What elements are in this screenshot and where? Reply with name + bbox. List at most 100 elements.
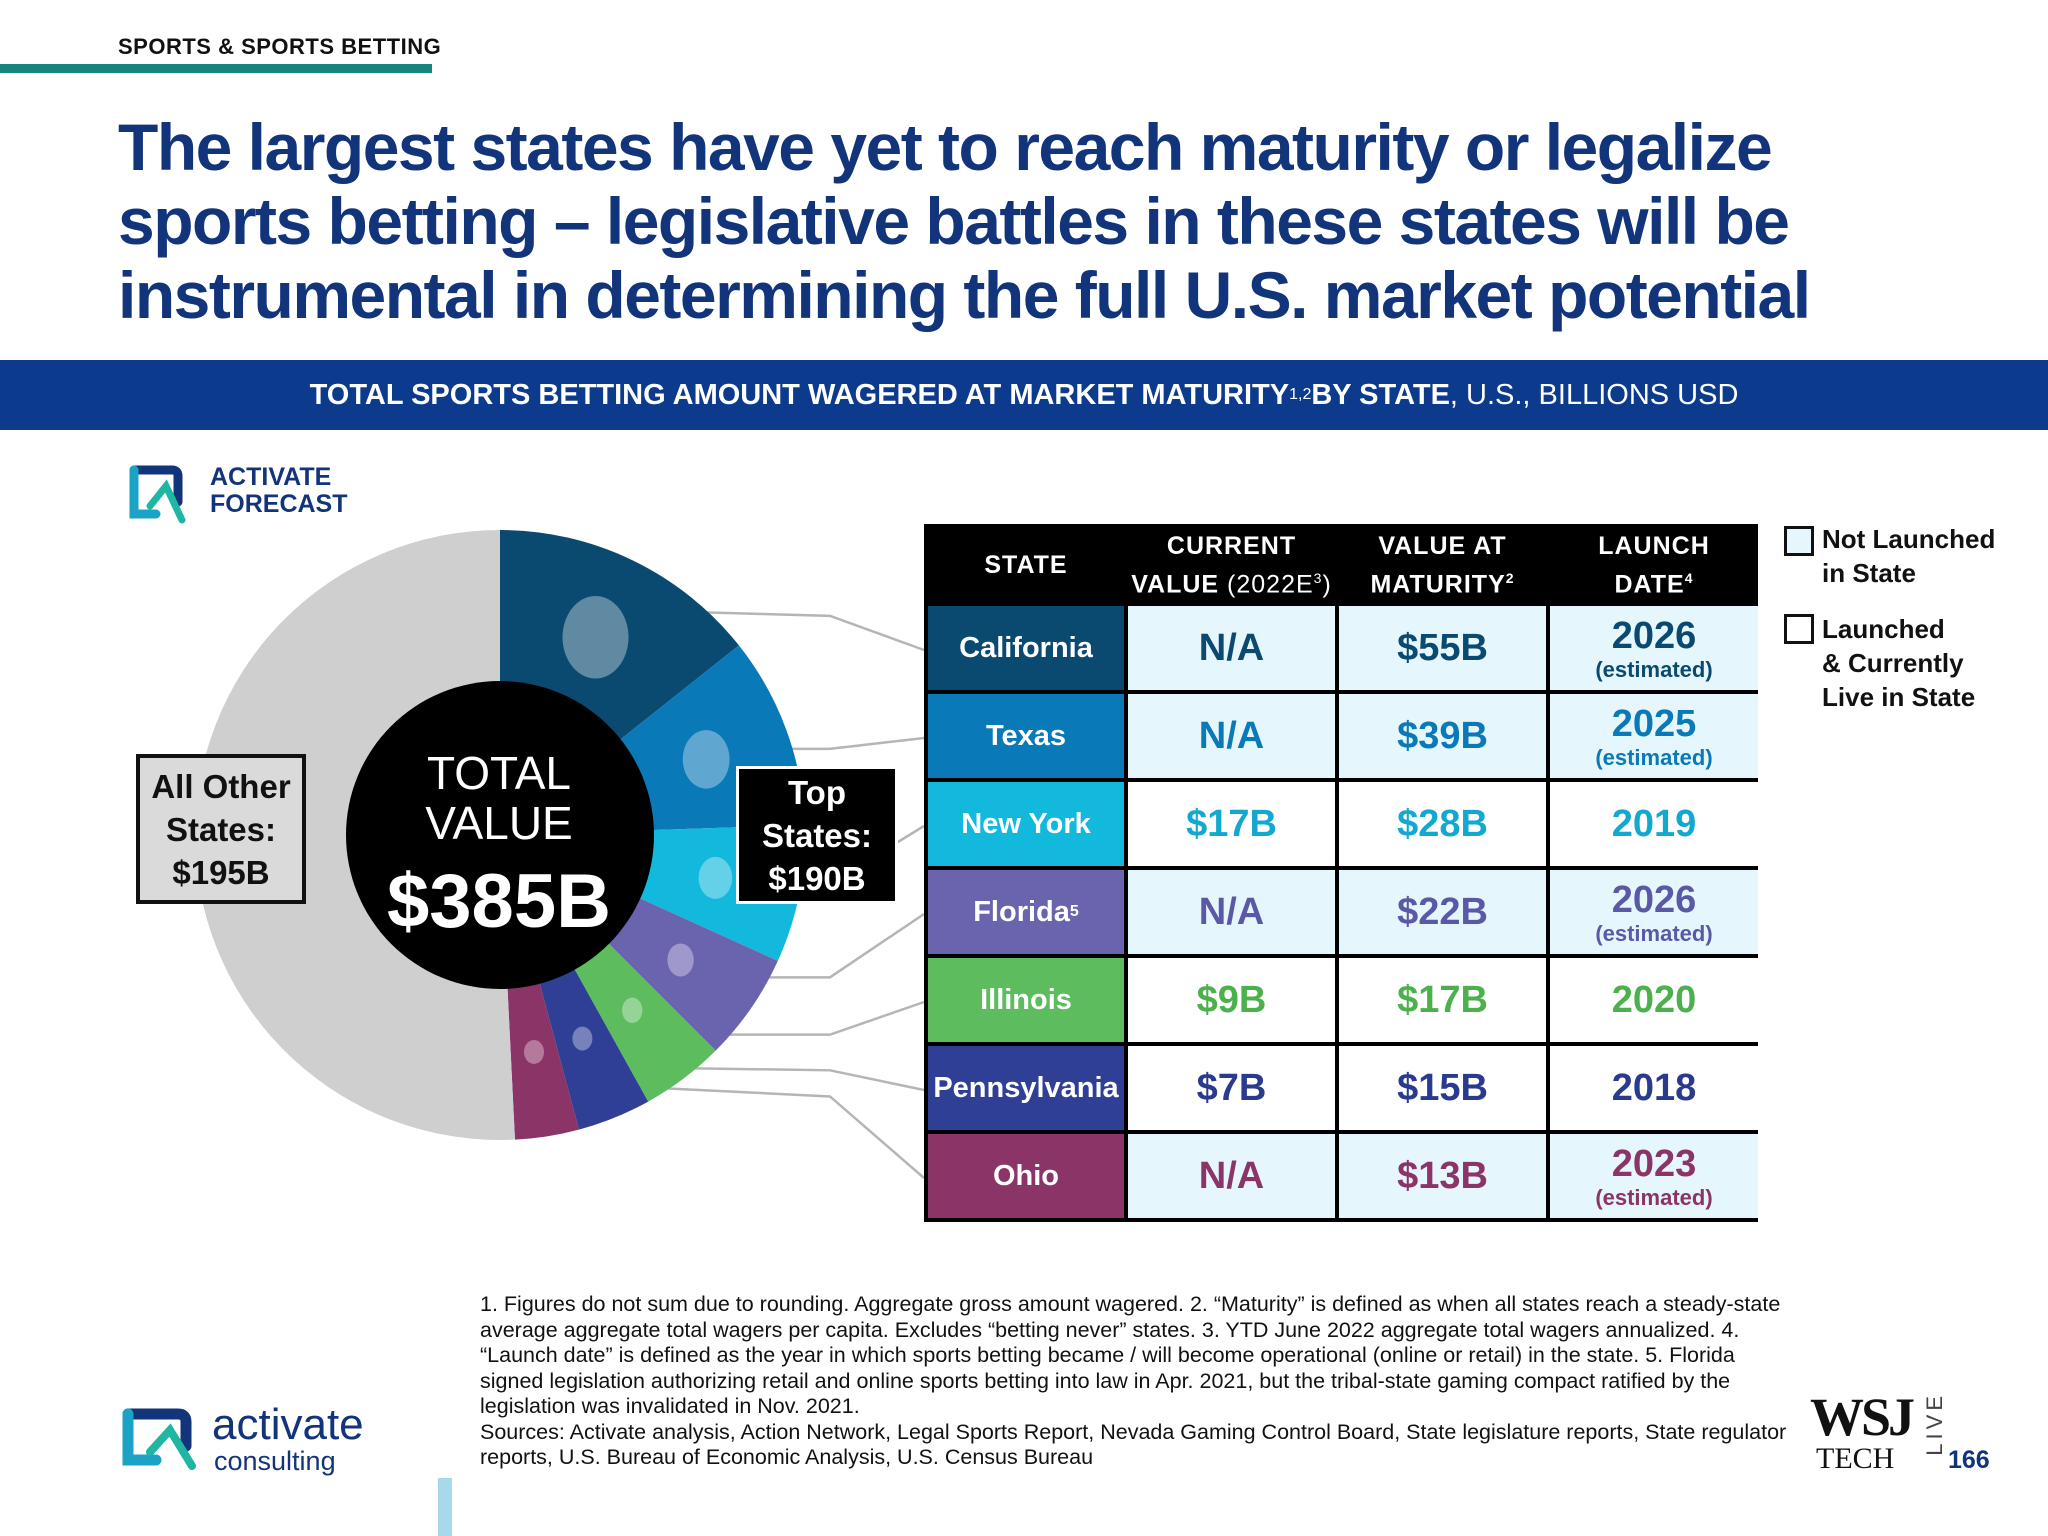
connector-line-california [608,608,925,652]
footnote-sources: Sources: Activate analysis, Action Netwo… [480,1419,1787,1470]
cell-launch-date: 2025 (estimated) [1550,694,1758,778]
cell-state-name: Florida [973,895,1070,928]
cell-current: N/A [1128,606,1335,690]
activate-consulting-logo-icon [122,1408,196,1470]
callout-all-other-states: All Other States: $195B [136,754,306,904]
header-maturity-line1: VALUE AT [1378,531,1507,560]
legend-launched-text: Launched & Currently Live in State [1822,612,1975,714]
cell-launch-year: 2023 [1611,1142,1697,1185]
callout-top-value: $190B [768,859,866,897]
legend-not-launched-line2: in State [1822,558,1916,588]
cell-maturity: $55B [1339,606,1546,690]
cell-current: $7B [1128,1046,1335,1130]
cell-launch-year: 2026 [1611,614,1697,657]
cell-launch-date: 2026 (estimated) [1550,606,1758,690]
header-value-at-maturity: VALUE AT MATURITY2 [1339,528,1546,602]
cell-state: Pennsylvania [928,1046,1124,1130]
callout-top-states: Top States: $190B [736,766,898,904]
cell-current: N/A [1128,1134,1335,1218]
header-state-text: STATE [984,551,1068,579]
callout-top-line1: Top [787,773,846,811]
banner-title-bold2: BY STATE [1311,378,1450,411]
cell-launch-note: (estimated) [1595,920,1713,946]
cell-state-name: California [959,631,1093,664]
header-current-line1: CURRENT [1166,531,1297,560]
header-current-value: CURRENT VALUE (2022E3) [1128,528,1335,602]
cell-current: $17B [1128,782,1335,866]
wsj-live-text: LIVE [1922,1392,1947,1456]
forecast-logo-line2: FORECAST [210,490,348,518]
cell-state-name: Texas [985,719,1067,752]
state-silhouette-ohio [523,1039,544,1064]
header-launch-line2: DATE [1614,570,1685,599]
cell-state: New York [928,782,1124,866]
cell-launch-year: 2025 [1611,702,1697,745]
legend-launched-swatch [1784,614,1814,644]
cell-maturity: $39B [1339,694,1546,778]
cell-launch-date: 2026 (estimated) [1550,870,1758,954]
cell-maturity: $28B [1339,782,1546,866]
state-silhouette-california [562,596,629,679]
cell-launch-year: 2020 [1611,978,1697,1021]
cell-current: N/A [1128,694,1335,778]
cell-state-sup: 5 [1069,903,1079,920]
legend-not-launched-swatch [1784,526,1814,556]
footnote-notes: 1. Figures do not sum due to rounding. A… [480,1292,1781,1418]
legend-launched-line2: & Currently [1822,648,1964,678]
chart-banner: TOTAL SPORTS BETTING AMOUNT WAGERED AT M… [0,360,2048,430]
cell-launch-year: 2026 [1611,878,1697,921]
banner-title-bold: TOTAL SPORTS BETTING AMOUNT WAGERED AT M… [309,378,1290,411]
state-table: STATE CURRENT VALUE (2022E3) VALUE AT MA… [924,524,1758,1222]
header-maturity-line2: MATURITY [1370,570,1506,599]
cell-state: Texas [928,694,1124,778]
footnotes: 1. Figures do not sum due to rounding. A… [480,1292,1800,1471]
header-current-close: ) [1322,570,1332,599]
connector-line-texas [734,736,925,751]
activate-forecast-text: ACTIVATE FORECAST [210,464,348,518]
legend-not-launched-text: Not Launched in State [1822,522,1995,590]
section-rule [0,64,432,73]
section-tag: SPORTS & SPORTS BETTING [118,34,442,59]
total-label-line1: TOTAL [427,747,571,799]
brand-subname: consulting [214,1446,336,1476]
cell-launch-date: 2023 (estimated) [1550,1134,1758,1218]
cell-state-name: New York [961,807,1091,840]
state-silhouette-new-york [698,856,733,899]
cell-maturity: $22B [1339,870,1546,954]
cell-launch-date: 2020 [1550,958,1758,1042]
header-state: STATE [928,528,1124,602]
legend-launched-line3: Live in State [1822,682,1976,712]
connector-line-ohio [538,1080,925,1179]
page-number: 166 [1948,1446,1990,1474]
connector-line-florida [705,912,925,979]
callout-other-value: $195B [172,853,270,891]
cell-current: N/A [1128,870,1335,954]
state-silhouette-illinois [622,997,643,1024]
header-current-sup: 3 [1313,569,1323,586]
header-launch-line1: LAUNCH [1598,531,1710,560]
state-silhouette-florida [667,943,694,977]
state-silhouette-texas [682,730,730,789]
cell-launch-year: 2019 [1611,802,1697,845]
state-silhouette-pennsylvania [572,1026,593,1051]
cell-current: $9B [1128,958,1335,1042]
connector-line-illinois [650,1000,925,1036]
forecast-logo-line1: ACTIVATE [210,463,332,491]
legend-launched-line1: Launched [1822,614,1945,644]
cell-maturity: $13B [1339,1134,1546,1218]
header-maturity-sup: 2 [1505,569,1515,586]
total-value: $385B [387,859,611,944]
cell-launch-note: (estimated) [1595,1184,1713,1210]
legend-not-launched-line1: Not Launched [1822,524,1996,554]
cell-state-name: Pennsylvania [933,1071,1119,1104]
cell-maturity: $15B [1339,1046,1546,1130]
cell-state: Ohio [928,1134,1124,1218]
total-value-label: TOTAL VALUE [349,748,649,848]
cell-state: Florida 5 [928,870,1124,954]
cell-launch-note: (estimated) [1595,656,1713,682]
cell-launch-note: (estimated) [1595,744,1713,770]
callout-other-line2: States: [165,810,277,848]
cell-launch-date: 2018 [1550,1046,1758,1130]
header-launch-date: LAUNCH DATE4 [1550,528,1758,602]
cell-state-name: Ohio [992,1159,1060,1192]
